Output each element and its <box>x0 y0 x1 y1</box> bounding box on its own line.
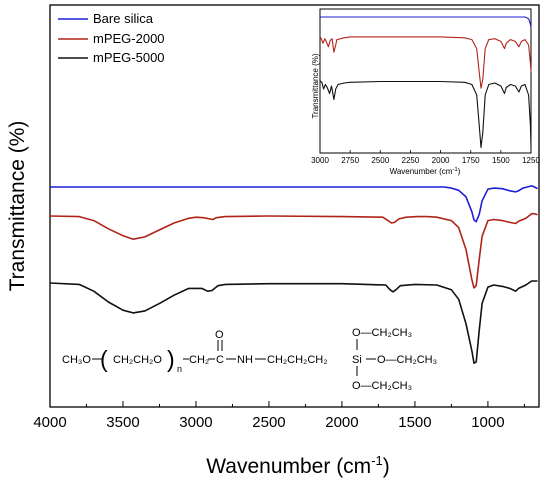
inset-x-tick-label: 1500 <box>492 156 510 165</box>
inset-x-tick-label: 3000 <box>311 156 329 165</box>
main-x-tick-label: 2000 <box>325 414 358 431</box>
inset-chart: 3000 2750 2500 2250 2000 1750 1500 1250 Transmi… <box>311 8 540 176</box>
inset-x-tick-label: 2250 <box>402 156 420 165</box>
inset-y-axis-title: Transmittance (%) <box>311 53 320 118</box>
inset-x-tick-label: 1750 <box>462 156 480 165</box>
main-x-tick-label: 3500 <box>106 414 139 431</box>
inset-series-group <box>319 16 532 149</box>
legend-label-mpeg-5000: mPEG-5000 <box>93 50 165 65</box>
main-x-tick-label: 3000 <box>179 414 212 431</box>
structure-carbonyl-c: C <box>216 354 224 366</box>
main-plot-frame <box>49 4 540 408</box>
legend: Bare silica mPEG-2000 mPEG-5000 <box>58 11 165 65</box>
inset-series-line-mpeg-5000 <box>319 80 532 149</box>
structure-oet-right: O—CH₂CH₃ <box>377 354 437 366</box>
y-axis-title: Transmittance (%) <box>6 121 29 292</box>
structure-oet-bottom: O—CH₂CH₃ <box>352 380 412 392</box>
x-axis-title: Wavenumber (cm-1) <box>206 453 390 478</box>
series-line-bare-silica <box>50 185 538 223</box>
inset-x-axis-title: Wavenumber (cm-1) <box>390 167 461 176</box>
inset-x-tick-label: 1250 <box>522 156 540 165</box>
inset-x-tick-label: 2000 <box>432 156 450 165</box>
chemical-structure: CH₃O ( CH₂CH₂O ) n CH₂ C O NH CH₂CH₂CH₂ … <box>62 327 437 392</box>
structure-propyl-chain: CH₂CH₂CH₂ <box>267 354 327 366</box>
main-x-tick-label: 4000 <box>33 414 66 431</box>
inset-x-tick-label: 2500 <box>371 156 389 165</box>
structure-subscript-n: n <box>177 364 182 374</box>
structure-ch2: CH₂ <box>189 354 209 366</box>
legend-label-mpeg-2000: mPEG-2000 <box>93 31 165 46</box>
main-x-tick-label: 2500 <box>252 414 285 431</box>
series-line-mpeg-5000 <box>49 280 538 364</box>
main-series-group <box>49 185 538 364</box>
structure-ch3o: CH₃O <box>62 354 91 366</box>
main-x-tick-label: 1000 <box>471 414 504 431</box>
structure-paren-open: ( <box>100 346 108 372</box>
structure-carbonyl-o: O <box>215 329 224 341</box>
structure-repeat-unit: CH₂CH₂O <box>113 354 162 366</box>
series-line-mpeg-2000 <box>49 212 538 289</box>
inset-x-ticks: 3000 2750 2500 2250 2000 1750 1500 1250 <box>311 150 540 165</box>
inset-series-line-mpeg-2000 <box>319 36 532 89</box>
structure-oet-top: O—CH₂CH₃ <box>352 327 412 339</box>
main-x-tick-label: 1500 <box>398 414 431 431</box>
inset-series-line-bare-silica <box>320 16 532 28</box>
structure-paren-close: ) <box>167 346 175 372</box>
legend-label-bare-silica: Bare silica <box>93 11 154 26</box>
structure-nh: NH <box>237 354 253 366</box>
main-x-ticks: 4000 3500 3000 2500 2000 1500 1000 <box>33 401 525 431</box>
inset-x-tick-label: 2750 <box>341 156 359 165</box>
structure-si: Si <box>352 354 362 366</box>
